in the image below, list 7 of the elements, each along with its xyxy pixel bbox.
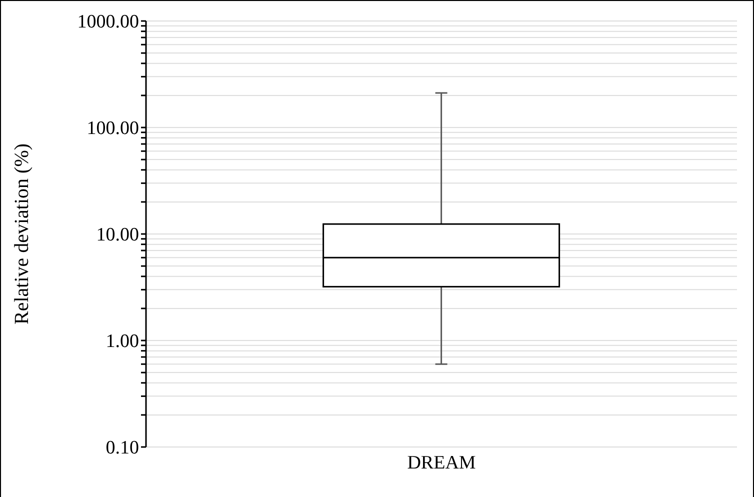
y-tick-label: 100.00 xyxy=(86,118,139,140)
y-tick-label: 10.00 xyxy=(96,224,139,246)
y-axis-title: Relative deviation (%) xyxy=(11,143,34,325)
x-tick-label: DREAM xyxy=(407,452,476,474)
y-tick-label: 1.00 xyxy=(106,331,139,352)
y-tick-label: 0.10 xyxy=(106,438,139,459)
y-tick-label: 1000.00 xyxy=(77,12,139,33)
